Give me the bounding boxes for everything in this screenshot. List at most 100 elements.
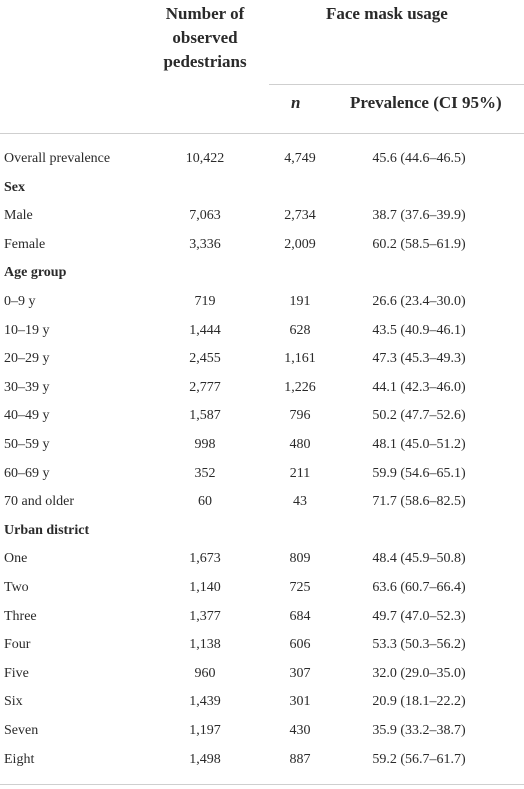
- prevalence-value: 50.2 (47.7–52.6): [372, 408, 466, 423]
- row-label: Male: [4, 208, 33, 223]
- table-row: Two 1,140 725 63.6 (60.7–66.4): [0, 579, 524, 608]
- prevalence-value: 20.9 (18.1–22.2): [372, 694, 466, 709]
- observed-count: 352: [194, 466, 216, 481]
- mask-count: 2,734: [284, 208, 316, 223]
- mask-count: 2,009: [284, 237, 316, 252]
- mask-count: 796: [289, 408, 311, 423]
- row-label: Four: [4, 637, 31, 652]
- header-subrule: [269, 84, 524, 85]
- header-observed-line: Number of: [165, 4, 245, 23]
- row-label: Three: [4, 609, 37, 624]
- table-row: Six 1,439 301 20.9 (18.1–22.2): [0, 693, 524, 722]
- row-label: Two: [4, 580, 29, 595]
- table-row: Overall prevalence 10,422 4,749 45.6 (44.6–…: [0, 150, 524, 179]
- observed-count: 60: [198, 494, 212, 509]
- header-n: n: [291, 93, 301, 112]
- table-bottom-rule: [0, 784, 524, 785]
- mask-count: 628: [289, 323, 311, 338]
- row-label: Female: [4, 237, 46, 252]
- mask-count: 887: [289, 752, 311, 767]
- section-label: Sex: [4, 180, 25, 195]
- section-header-row: Sex: [0, 179, 524, 208]
- table-row: 10–19 y 1,444 628 43.5 (40.9–46.1): [0, 322, 524, 351]
- prevalence-value: 35.9 (33.2–38.7): [372, 723, 466, 738]
- prevalence-value: 60.2 (58.5–61.9): [372, 237, 466, 252]
- row-label: 0–9 y: [4, 294, 36, 309]
- row-label: One: [4, 551, 28, 566]
- mask-count: 725: [289, 580, 311, 595]
- mask-count: 191: [289, 294, 311, 309]
- prevalence-value: 44.1 (42.3–46.0): [372, 380, 466, 395]
- prevalence-value: 38.7 (37.6–39.9): [372, 208, 466, 223]
- row-label: 40–49 y: [4, 408, 50, 423]
- mask-count: 480: [289, 437, 311, 452]
- prevalence-value: 45.6 (44.6–46.5): [372, 151, 466, 166]
- mask-count: 606: [289, 637, 311, 652]
- header-observed-line: observed: [172, 28, 238, 47]
- mask-count: 43: [293, 494, 307, 509]
- table-row: Four 1,138 606 53.3 (50.3–56.2): [0, 636, 524, 665]
- observed-count: 719: [194, 294, 216, 309]
- section-label: Age group: [4, 265, 67, 280]
- mask-count: 211: [289, 466, 311, 481]
- observed-count: 3,336: [189, 237, 221, 252]
- observed-count: 1,498: [189, 752, 221, 767]
- observed-count: 1,197: [189, 723, 221, 738]
- observed-count: 1,140: [189, 580, 221, 595]
- row-label: Five: [4, 666, 29, 681]
- mask-count: 684: [289, 609, 311, 624]
- row-label: Eight: [4, 752, 35, 767]
- observed-count: 2,777: [189, 380, 221, 395]
- table-row: 0–9 y 719 191 26.6 (23.4–30.0): [0, 293, 524, 322]
- observed-count: 7,063: [189, 208, 221, 223]
- mask-count: 301: [289, 694, 311, 709]
- prevalence-value: 47.3 (45.3–49.3): [372, 351, 466, 366]
- observed-count: 1,439: [189, 694, 221, 709]
- observed-count: 960: [194, 666, 216, 681]
- table-row: Female 3,336 2,009 60.2 (58.5–61.9): [0, 236, 524, 265]
- section-header-row: Urban district: [0, 522, 524, 551]
- prevalence-value: 63.6 (60.7–66.4): [372, 580, 466, 595]
- table-row: 40–49 y 1,587 796 50.2 (47.7–52.6): [0, 407, 524, 436]
- header-observed-line: pedestrians: [163, 52, 247, 71]
- header-bottom-rule: [0, 133, 524, 134]
- observed-count: 1,138: [189, 637, 221, 652]
- table-row: 50–59 y 998 480 48.1 (45.0–51.2): [0, 436, 524, 465]
- row-label: 10–19 y: [4, 323, 50, 338]
- table-row: Three 1,377 684 49.7 (47.0–52.3): [0, 608, 524, 637]
- prevalence-value: 26.6 (23.4–30.0): [372, 294, 466, 309]
- mask-count: 809: [289, 551, 311, 566]
- table-row: Male 7,063 2,734 38.7 (37.6–39.9): [0, 207, 524, 236]
- section-label: Urban district: [4, 523, 90, 538]
- header-face-mask-usage: Face mask usage: [326, 4, 448, 23]
- row-label: 20–29 y: [4, 351, 50, 366]
- table-row: 70 and older 60 43 71.7 (58.6–82.5): [0, 493, 524, 522]
- prevalence-value: 71.7 (58.6–82.5): [372, 494, 466, 509]
- prevalence-value: 48.1 (45.0–51.2): [372, 437, 466, 452]
- table-row: 20–29 y 2,455 1,161 47.3 (45.3–49.3): [0, 350, 524, 379]
- prevalence-value: 49.7 (47.0–52.3): [372, 609, 466, 624]
- observed-count: 2,455: [189, 351, 221, 366]
- observed-count: 998: [194, 437, 216, 452]
- observed-count: 1,377: [189, 609, 221, 624]
- observed-count: 1,444: [189, 323, 221, 338]
- observed-count: 10,422: [185, 151, 225, 166]
- prevalence-value: 59.9 (54.6–65.1): [372, 466, 466, 481]
- row-label: Overall prevalence: [4, 151, 111, 166]
- table-row: 60–69 y 352 211 59.9 (54.6–65.1): [0, 465, 524, 494]
- prevalence-value: 48.4 (45.9–50.8): [372, 551, 466, 566]
- table-row: Five 960 307 32.0 (29.0–35.0): [0, 665, 524, 694]
- header-prevalence: Prevalence (CI 95%): [350, 93, 502, 112]
- row-label: 30–39 y: [4, 380, 50, 395]
- row-label: 60–69 y: [4, 466, 50, 481]
- section-header-row: Age group: [0, 264, 524, 293]
- table-row: Eight 1,498 887 59.2 (56.7–61.7): [0, 751, 524, 780]
- prevalence-value: 43.5 (40.9–46.1): [372, 323, 466, 338]
- row-label: 50–59 y: [4, 437, 50, 452]
- observed-count: 1,673: [189, 551, 221, 566]
- observed-count: 1,587: [189, 408, 221, 423]
- mask-count: 1,226: [284, 380, 316, 395]
- prevalence-value: 59.2 (56.7–61.7): [372, 752, 466, 767]
- mask-count: 430: [289, 723, 311, 738]
